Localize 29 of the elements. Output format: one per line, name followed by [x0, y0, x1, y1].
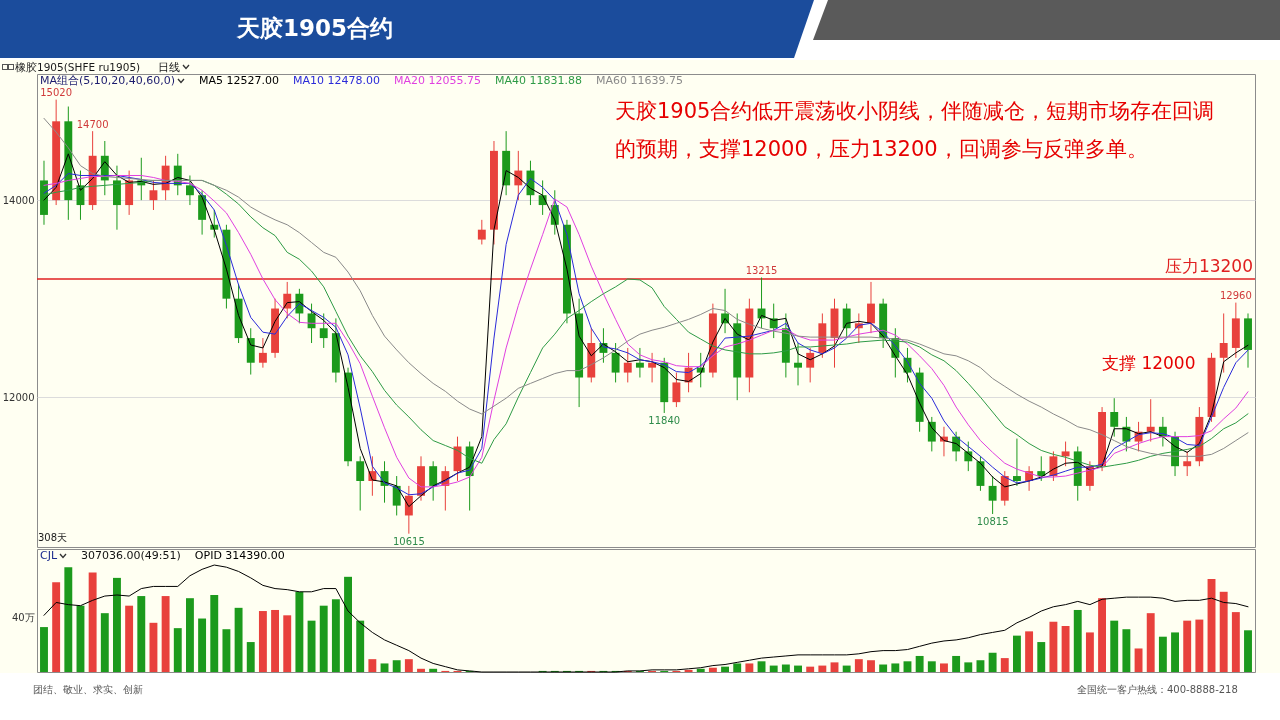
- annotation: 的预期，支撑12000，压力13200，回调参与反弹多单。: [615, 137, 1148, 162]
- text: MA5 12527.00: [199, 74, 280, 87]
- text: MA40 11831.88: [495, 74, 583, 87]
- annotation: MA组合(5,10,20,40,60,0): [40, 74, 176, 87]
- annotation: 14700: [76, 118, 109, 130]
- text: 307036.00(49:51): [81, 549, 181, 562]
- annotation: 12960: [1219, 290, 1252, 302]
- text: 团结、敬业、求实、创新: [33, 684, 143, 696]
- annotation: 10615: [392, 535, 425, 547]
- annotation: 13215: [745, 264, 778, 276]
- text: 全国统一客户热线：400-8888-218: [1077, 684, 1238, 696]
- text: 40万: [12, 612, 35, 624]
- text: 橡胶1905(SHFE ru1905): [15, 61, 141, 74]
- annotation: 308天: [38, 532, 68, 544]
- text: MA20 12055.75: [394, 74, 482, 87]
- annotation: 压力13200: [1164, 255, 1253, 276]
- annotation: 支撑 12000: [1102, 353, 1196, 374]
- text: 日线: [158, 61, 180, 74]
- chart-title: 天胶1905合约: [237, 15, 394, 42]
- text: MA10 12478.00: [293, 74, 381, 87]
- annotation: 15020: [40, 87, 73, 99]
- annotation: 天胶1905合约低开震荡收小阴线，伴随减仓，短期市场存在回调: [615, 99, 1215, 124]
- y-tick-label: 14000: [2, 194, 35, 206]
- annotation: 10815: [976, 515, 1009, 527]
- series-label: OPID 314390.00: [194, 549, 285, 562]
- text: MA60 11639.75: [596, 74, 684, 87]
- annotation: 11840: [648, 414, 681, 426]
- y-tick-label: 12000: [2, 391, 35, 403]
- text: CJL: [40, 549, 58, 562]
